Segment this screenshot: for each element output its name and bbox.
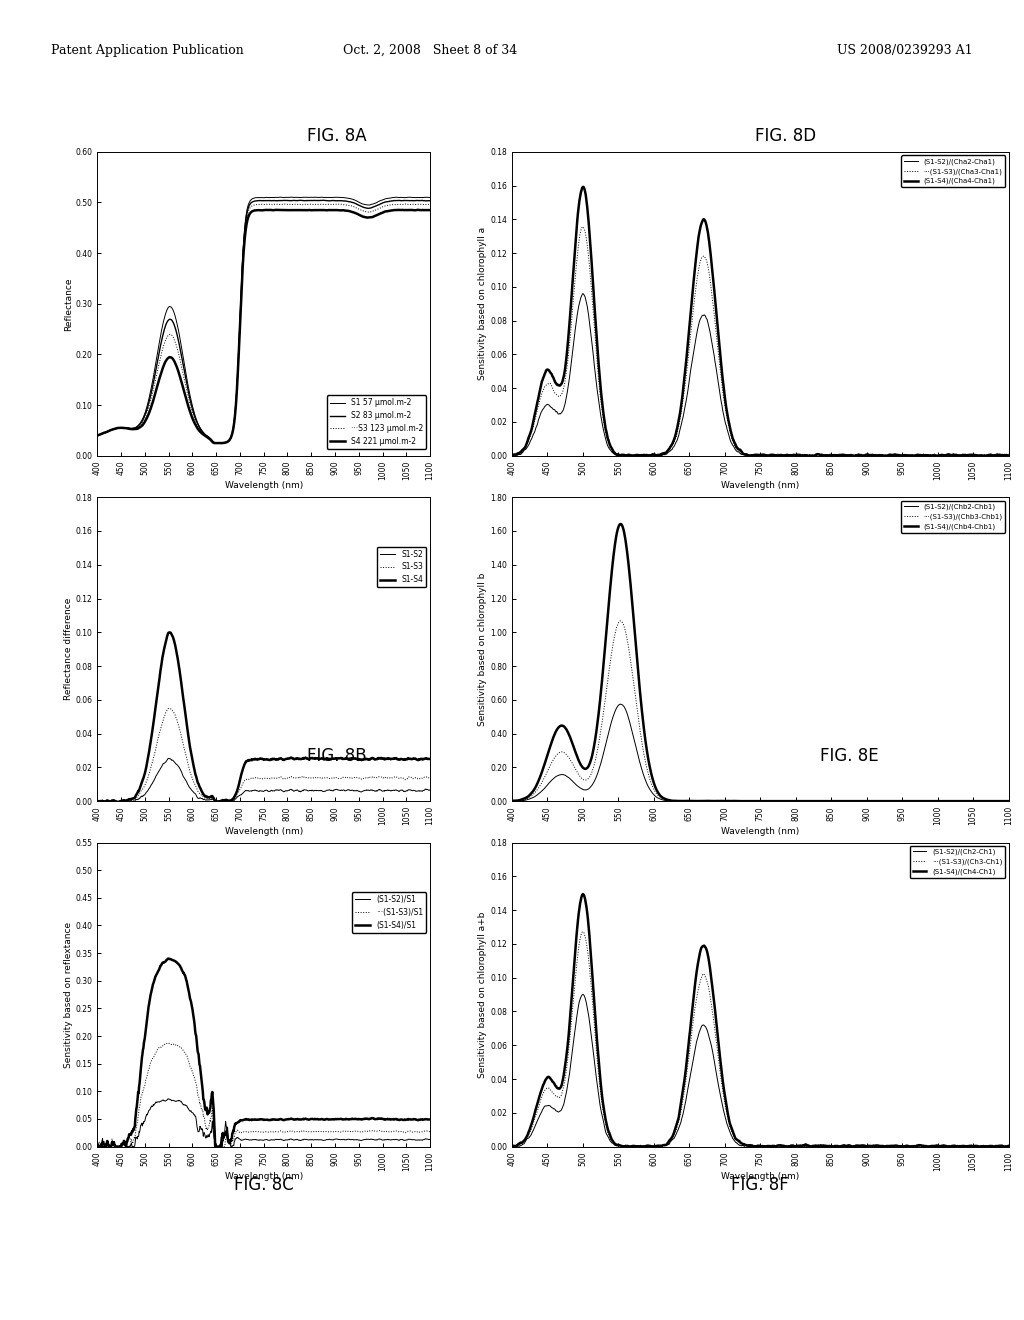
Text: FIG. 8B: FIG. 8B [307, 747, 367, 764]
Legend: (S1-S2)/(Ch2-Ch1), ···(S1-S3)/(Ch3-Ch1), (S1-S4)/(Ch4-Ch1): (S1-S2)/(Ch2-Ch1), ···(S1-S3)/(Ch3-Ch1),… [909, 846, 1006, 878]
Y-axis label: Sensitivity based on reflextance: Sensitivity based on reflextance [63, 921, 73, 1068]
X-axis label: Wavelength (nm): Wavelength (nm) [721, 1172, 800, 1181]
Y-axis label: Reflectance difference: Reflectance difference [63, 598, 73, 701]
Legend: (S1-S2)/(Chb2-Chb1), ···(S1-S3)/(Chb3-Chb1), (S1-S4)/(Chb4-Chb1): (S1-S2)/(Chb2-Chb1), ···(S1-S3)/(Chb3-Ch… [901, 500, 1006, 533]
Text: FIG. 8A: FIG. 8A [307, 127, 367, 145]
Legend: (S1-S2)/S1, ···(S1-S3)/S1, (S1-S4)/S1: (S1-S2)/S1, ···(S1-S3)/S1, (S1-S4)/S1 [351, 892, 426, 933]
Legend: S1 57 μmol.m-2, S2 83 μmol.m-2, ···S3 123 μmol.m-2, S4 221 μmol.m-2: S1 57 μmol.m-2, S2 83 μmol.m-2, ···S3 12… [327, 395, 426, 449]
Legend: (S1-S2)/(Cha2-Cha1), ···(S1-S3)/(Cha3-Cha1), (S1-S4)/(Cha4-Cha1): (S1-S2)/(Cha2-Cha1), ···(S1-S3)/(Cha3-Ch… [901, 156, 1006, 187]
Y-axis label: Sensitivity based on chlorophyll a+b: Sensitivity based on chlorophyll a+b [478, 911, 487, 1077]
X-axis label: Wavelength (nm): Wavelength (nm) [224, 1172, 303, 1181]
Text: FIG. 8E: FIG. 8E [820, 747, 879, 764]
X-axis label: Wavelength (nm): Wavelength (nm) [721, 826, 800, 836]
Legend: S1-S2, S1-S3, S1-S4: S1-S2, S1-S3, S1-S4 [377, 546, 426, 587]
Text: FIG. 8D: FIG. 8D [755, 127, 816, 145]
X-axis label: Wavelength (nm): Wavelength (nm) [224, 826, 303, 836]
X-axis label: Wavelength (nm): Wavelength (nm) [721, 482, 800, 490]
Y-axis label: Sensitivity based on chlorophyll b: Sensitivity based on chlorophyll b [478, 573, 487, 726]
Text: US 2008/0239293 A1: US 2008/0239293 A1 [838, 44, 973, 57]
Y-axis label: Sensitivity based on chlorophyll a: Sensitivity based on chlorophyll a [478, 227, 487, 380]
Text: FIG. 8C: FIG. 8C [233, 1176, 294, 1193]
X-axis label: Wavelength (nm): Wavelength (nm) [224, 482, 303, 490]
Y-axis label: Reflectance: Reflectance [63, 277, 73, 330]
Text: Oct. 2, 2008   Sheet 8 of 34: Oct. 2, 2008 Sheet 8 of 34 [343, 44, 517, 57]
Text: Patent Application Publication: Patent Application Publication [51, 44, 244, 57]
Text: FIG. 8F: FIG. 8F [731, 1176, 790, 1193]
